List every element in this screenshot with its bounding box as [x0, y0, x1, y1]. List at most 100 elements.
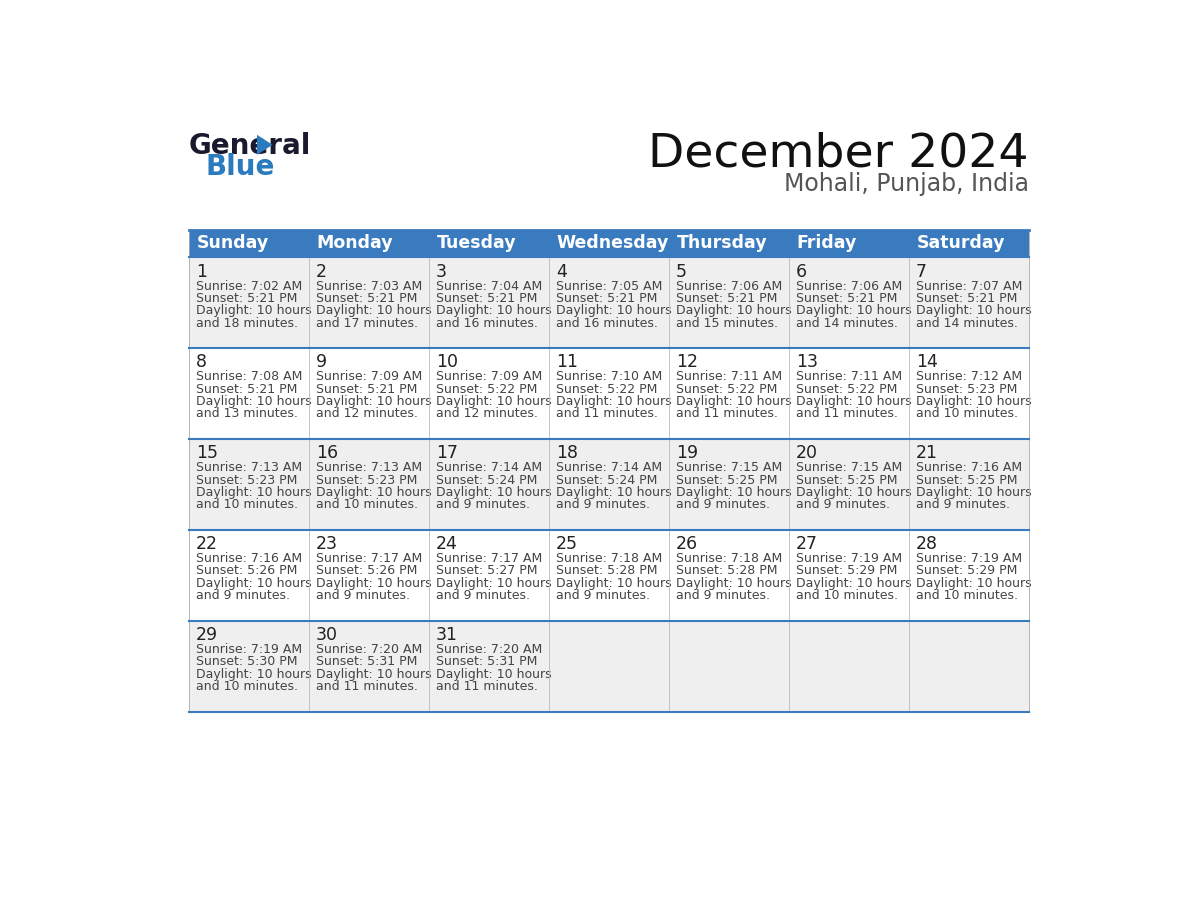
- Bar: [669, 348, 789, 439]
- Text: Sunrise: 7:12 AM: Sunrise: 7:12 AM: [916, 371, 1022, 384]
- Text: 26: 26: [676, 535, 699, 554]
- Text: Daylight: 10 hours: Daylight: 10 hours: [676, 486, 791, 498]
- Text: Sunrise: 7:06 AM: Sunrise: 7:06 AM: [676, 280, 782, 293]
- Text: and 10 minutes.: and 10 minutes.: [316, 498, 418, 511]
- Text: Daylight: 10 hours: Daylight: 10 hours: [676, 304, 791, 318]
- Text: Sunset: 5:23 PM: Sunset: 5:23 PM: [316, 474, 417, 487]
- Text: 21: 21: [916, 444, 937, 463]
- Bar: [909, 439, 1029, 530]
- Text: 15: 15: [196, 444, 217, 463]
- Bar: [669, 621, 789, 711]
- Bar: [429, 439, 549, 530]
- Text: 6: 6: [796, 263, 807, 281]
- Bar: [909, 230, 1029, 257]
- Text: Sunset: 5:29 PM: Sunset: 5:29 PM: [796, 565, 897, 577]
- Bar: [309, 230, 429, 257]
- Text: Mohali, Punjab, India: Mohali, Punjab, India: [784, 172, 1029, 196]
- Text: Daylight: 10 hours: Daylight: 10 hours: [796, 304, 911, 318]
- Bar: [189, 257, 309, 348]
- Bar: [189, 230, 309, 257]
- Text: Sunset: 5:21 PM: Sunset: 5:21 PM: [556, 292, 657, 305]
- Bar: [309, 530, 429, 621]
- Text: Daylight: 10 hours: Daylight: 10 hours: [436, 395, 551, 409]
- Text: Blue: Blue: [206, 153, 276, 181]
- Text: 27: 27: [796, 535, 817, 554]
- Text: Sunrise: 7:19 AM: Sunrise: 7:19 AM: [916, 552, 1022, 565]
- Text: Sunset: 5:24 PM: Sunset: 5:24 PM: [436, 474, 537, 487]
- Text: 19: 19: [676, 444, 699, 463]
- Text: Daylight: 10 hours: Daylight: 10 hours: [316, 304, 431, 318]
- Text: Sunrise: 7:16 AM: Sunrise: 7:16 AM: [196, 552, 302, 565]
- Text: 17: 17: [436, 444, 457, 463]
- Bar: [549, 530, 669, 621]
- Text: Sunrise: 7:03 AM: Sunrise: 7:03 AM: [316, 280, 422, 293]
- Text: 14: 14: [916, 353, 937, 372]
- Text: and 11 minutes.: and 11 minutes.: [316, 680, 418, 693]
- Text: Sunset: 5:25 PM: Sunset: 5:25 PM: [676, 474, 777, 487]
- Text: Daylight: 10 hours: Daylight: 10 hours: [316, 395, 431, 409]
- Text: Sunset: 5:21 PM: Sunset: 5:21 PM: [436, 292, 537, 305]
- Bar: [909, 621, 1029, 711]
- Text: Daylight: 10 hours: Daylight: 10 hours: [556, 395, 671, 409]
- Text: Sunset: 5:21 PM: Sunset: 5:21 PM: [916, 292, 1017, 305]
- Text: 24: 24: [436, 535, 457, 554]
- Text: Sunset: 5:25 PM: Sunset: 5:25 PM: [916, 474, 1017, 487]
- Text: and 11 minutes.: and 11 minutes.: [676, 408, 778, 420]
- Text: and 13 minutes.: and 13 minutes.: [196, 408, 298, 420]
- Text: Wednesday: Wednesday: [557, 234, 669, 252]
- Text: Daylight: 10 hours: Daylight: 10 hours: [916, 577, 1031, 589]
- Text: Sunrise: 7:06 AM: Sunrise: 7:06 AM: [796, 280, 902, 293]
- Text: Sunset: 5:30 PM: Sunset: 5:30 PM: [196, 655, 297, 668]
- Text: Daylight: 10 hours: Daylight: 10 hours: [916, 486, 1031, 498]
- Text: Sunrise: 7:10 AM: Sunrise: 7:10 AM: [556, 371, 662, 384]
- Text: 20: 20: [796, 444, 817, 463]
- Text: Daylight: 10 hours: Daylight: 10 hours: [676, 395, 791, 409]
- Text: and 9 minutes.: and 9 minutes.: [676, 498, 770, 511]
- Text: 9: 9: [316, 353, 327, 372]
- Text: Sunrise: 7:18 AM: Sunrise: 7:18 AM: [676, 552, 782, 565]
- Bar: [789, 621, 909, 711]
- Text: Daylight: 10 hours: Daylight: 10 hours: [436, 667, 551, 680]
- Text: Sunset: 5:26 PM: Sunset: 5:26 PM: [196, 565, 297, 577]
- Text: and 14 minutes.: and 14 minutes.: [916, 317, 1018, 330]
- Text: and 11 minutes.: and 11 minutes.: [436, 680, 538, 693]
- Text: Daylight: 10 hours: Daylight: 10 hours: [436, 304, 551, 318]
- Text: and 11 minutes.: and 11 minutes.: [796, 408, 898, 420]
- Text: Sunrise: 7:19 AM: Sunrise: 7:19 AM: [196, 643, 302, 656]
- Text: and 9 minutes.: and 9 minutes.: [796, 498, 890, 511]
- Text: 1: 1: [196, 263, 207, 281]
- Bar: [669, 230, 789, 257]
- Text: and 9 minutes.: and 9 minutes.: [556, 498, 650, 511]
- Text: Daylight: 10 hours: Daylight: 10 hours: [676, 577, 791, 589]
- Text: Sunset: 5:21 PM: Sunset: 5:21 PM: [676, 292, 777, 305]
- Bar: [549, 257, 669, 348]
- Text: Daylight: 10 hours: Daylight: 10 hours: [196, 667, 311, 680]
- Text: 2: 2: [316, 263, 327, 281]
- Text: Sunset: 5:22 PM: Sunset: 5:22 PM: [556, 383, 657, 396]
- Text: Sunday: Sunday: [196, 234, 268, 252]
- Text: Sunset: 5:22 PM: Sunset: 5:22 PM: [796, 383, 897, 396]
- Bar: [789, 530, 909, 621]
- Text: 13: 13: [796, 353, 817, 372]
- Text: Tuesday: Tuesday: [436, 234, 517, 252]
- Bar: [309, 348, 429, 439]
- Text: Sunrise: 7:07 AM: Sunrise: 7:07 AM: [916, 280, 1022, 293]
- Text: 25: 25: [556, 535, 577, 554]
- Text: 11: 11: [556, 353, 577, 372]
- Text: Sunset: 5:22 PM: Sunset: 5:22 PM: [436, 383, 537, 396]
- Text: Sunset: 5:24 PM: Sunset: 5:24 PM: [556, 474, 657, 487]
- Text: and 9 minutes.: and 9 minutes.: [916, 498, 1010, 511]
- Text: and 9 minutes.: and 9 minutes.: [556, 589, 650, 602]
- Text: 8: 8: [196, 353, 207, 372]
- Text: Sunrise: 7:08 AM: Sunrise: 7:08 AM: [196, 371, 302, 384]
- Text: Sunrise: 7:18 AM: Sunrise: 7:18 AM: [556, 552, 662, 565]
- Text: Sunrise: 7:09 AM: Sunrise: 7:09 AM: [316, 371, 422, 384]
- Bar: [429, 621, 549, 711]
- Text: Sunset: 5:26 PM: Sunset: 5:26 PM: [316, 565, 417, 577]
- Text: and 14 minutes.: and 14 minutes.: [796, 317, 898, 330]
- Text: Sunrise: 7:14 AM: Sunrise: 7:14 AM: [556, 461, 662, 475]
- Bar: [789, 230, 909, 257]
- Text: Daylight: 10 hours: Daylight: 10 hours: [796, 486, 911, 498]
- Bar: [909, 348, 1029, 439]
- Text: and 11 minutes.: and 11 minutes.: [556, 408, 658, 420]
